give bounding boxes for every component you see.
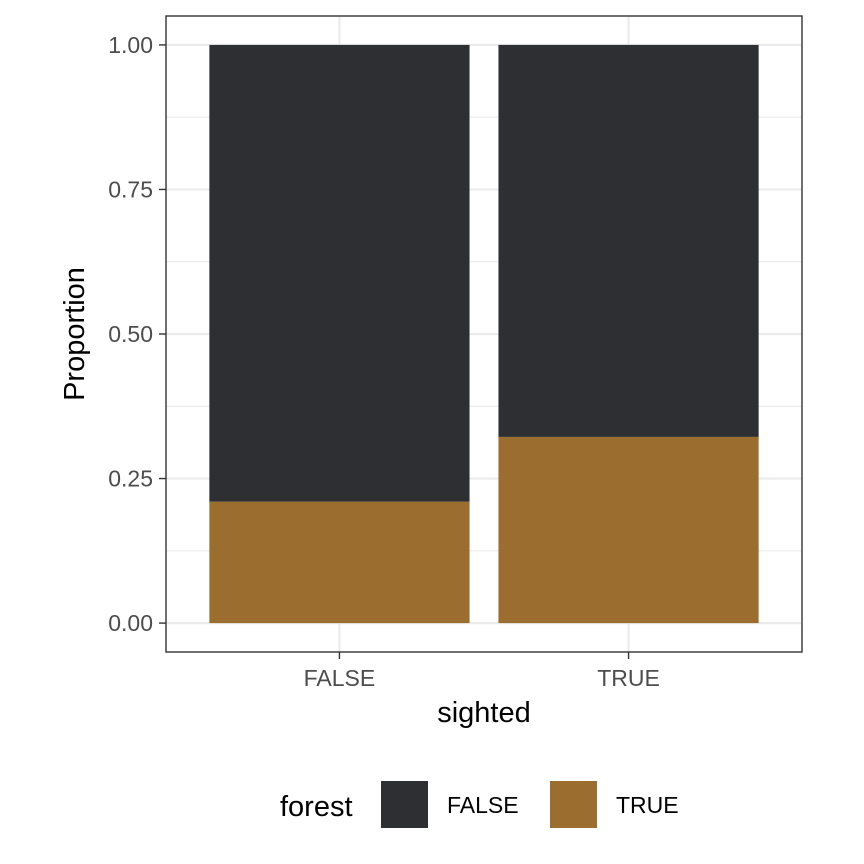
y-tick-label: 0.75 (108, 176, 153, 202)
x-axis: FALSE TRUE (304, 652, 660, 691)
x-axis-title: sighted (437, 697, 531, 729)
bar-true-forest-false (498, 44, 759, 437)
legend-key-true (550, 781, 597, 828)
y-axis-title: Proportion (59, 267, 91, 401)
bar-true-forest-true (498, 436, 759, 624)
y-tick-label: 1.00 (108, 32, 153, 58)
bar-false-forest-false (209, 44, 470, 502)
x-tick-label: FALSE (304, 665, 376, 691)
legend-title: forest (280, 791, 353, 823)
y-tick-label: 0.50 (108, 321, 153, 347)
y-tick-label: 0.00 (108, 610, 153, 636)
bars (209, 44, 759, 624)
bar-false-forest-true (209, 501, 470, 624)
legend-label-false: FALSE (447, 792, 519, 818)
legend: forest FALSE TRUE (280, 781, 679, 828)
x-tick-label: TRUE (597, 665, 660, 691)
legend-key-false (381, 781, 428, 828)
y-axis: 0.00 0.25 0.50 0.75 1.00 (108, 32, 166, 636)
legend-label-true: TRUE (616, 792, 679, 818)
y-tick-label: 0.25 (108, 466, 153, 492)
